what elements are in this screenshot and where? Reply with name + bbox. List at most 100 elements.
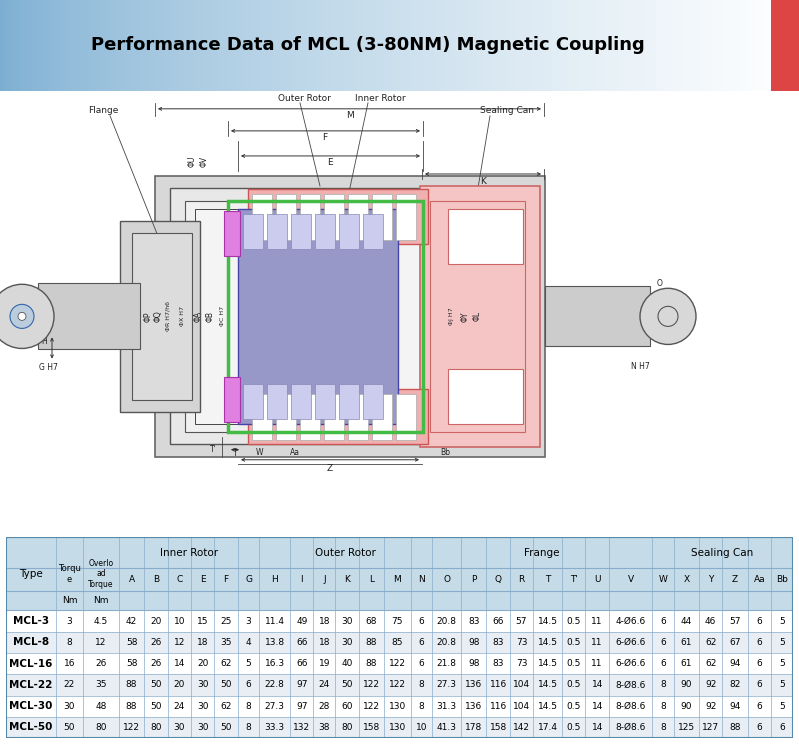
Bar (277, 0, 280, 91)
Text: 50: 50 (64, 723, 75, 732)
Bar (176, 0, 178, 91)
Bar (769, 0, 773, 91)
Text: 20.8: 20.8 (437, 617, 457, 626)
Bar (234, 0, 237, 91)
Bar (339, 384, 359, 419)
Bar (184, 0, 186, 91)
Text: F: F (224, 575, 229, 584)
Bar (423, 0, 426, 91)
Bar (429, 0, 431, 91)
Bar (339, 214, 359, 249)
Text: Performance Data of MCL (3-80NM) Magnetic Coupling: Performance Data of MCL (3-80NM) Magneti… (90, 36, 645, 54)
Text: 18: 18 (197, 638, 209, 647)
Text: Nm: Nm (93, 597, 109, 606)
Bar (785, 0, 789, 91)
Bar (703, 0, 706, 91)
Text: Q: Q (495, 575, 502, 584)
Bar (759, 0, 761, 91)
Text: 11: 11 (591, 638, 603, 647)
Bar (557, 0, 559, 91)
Bar (420, 186, 540, 446)
Text: 30: 30 (197, 681, 209, 690)
Text: 0.5: 0.5 (566, 702, 581, 711)
Text: 4: 4 (246, 638, 252, 647)
Bar (300, 194, 320, 240)
Bar (242, 0, 245, 91)
Bar (170, 188, 532, 443)
Bar (348, 394, 368, 440)
Circle shape (0, 284, 54, 348)
Bar (405, 0, 407, 91)
Bar (252, 394, 272, 440)
Bar (575, 0, 578, 91)
Bar (629, 0, 631, 91)
Text: 20: 20 (197, 659, 209, 668)
Text: 0.5: 0.5 (566, 723, 581, 732)
Text: 44: 44 (681, 617, 692, 626)
Text: 30: 30 (64, 702, 75, 711)
Text: ΦQ: ΦQ (153, 310, 162, 322)
Text: 20.8: 20.8 (437, 638, 457, 647)
Bar (78, 0, 80, 91)
Bar (671, 0, 674, 91)
Bar (448, 368, 523, 423)
Text: ΦB: ΦB (205, 311, 214, 322)
Bar (6, 696, 793, 716)
Bar (117, 0, 120, 91)
Bar (54, 0, 56, 91)
Text: 88: 88 (729, 723, 741, 732)
Bar (238, 209, 398, 423)
Text: Frange: Frange (524, 548, 560, 558)
Bar (6, 611, 793, 632)
Bar (650, 0, 653, 91)
Bar (771, 0, 799, 91)
Bar (663, 0, 666, 91)
Bar (208, 0, 210, 91)
Bar (642, 0, 645, 91)
Text: 25: 25 (221, 617, 232, 626)
Bar (613, 0, 615, 91)
Text: 4.5: 4.5 (93, 617, 108, 626)
Bar (309, 0, 312, 91)
Bar (378, 0, 381, 91)
Bar (74, 0, 78, 91)
Bar (312, 0, 314, 91)
Text: 94: 94 (729, 702, 741, 711)
Bar (306, 0, 309, 91)
Bar (360, 0, 362, 91)
Text: G: G (245, 575, 252, 584)
Bar (392, 0, 394, 91)
Text: 14: 14 (591, 723, 603, 732)
Text: 127: 127 (702, 723, 719, 732)
Bar (485, 0, 487, 91)
Bar (336, 0, 338, 91)
Bar (173, 0, 176, 91)
Bar (24, 0, 26, 91)
Bar (38, 0, 40, 91)
Bar (352, 0, 354, 91)
Text: 20: 20 (173, 681, 185, 690)
Text: G H7: G H7 (38, 363, 58, 372)
Bar (545, 286, 650, 347)
Bar (733, 0, 735, 91)
Text: 6-Ø6.6: 6-Ø6.6 (615, 638, 646, 647)
Text: 122: 122 (123, 723, 140, 732)
Text: 6: 6 (757, 702, 762, 711)
Text: 6: 6 (757, 617, 762, 626)
Text: 8-Ø8.6: 8-Ø8.6 (615, 681, 646, 690)
Bar (666, 0, 669, 91)
Bar (607, 0, 610, 91)
Text: 8: 8 (66, 638, 72, 647)
Bar (82, 0, 85, 91)
Bar (280, 0, 282, 91)
Bar (482, 0, 485, 91)
Text: Overlo
ad
Torque: Overlo ad Torque (88, 559, 113, 589)
Text: 14.5: 14.5 (538, 702, 558, 711)
Text: 26: 26 (150, 659, 161, 668)
Text: 98: 98 (468, 659, 479, 668)
Bar (18, 0, 22, 91)
Bar (749, 0, 751, 91)
Bar (304, 0, 306, 91)
Bar (709, 0, 711, 91)
Bar (114, 0, 117, 91)
